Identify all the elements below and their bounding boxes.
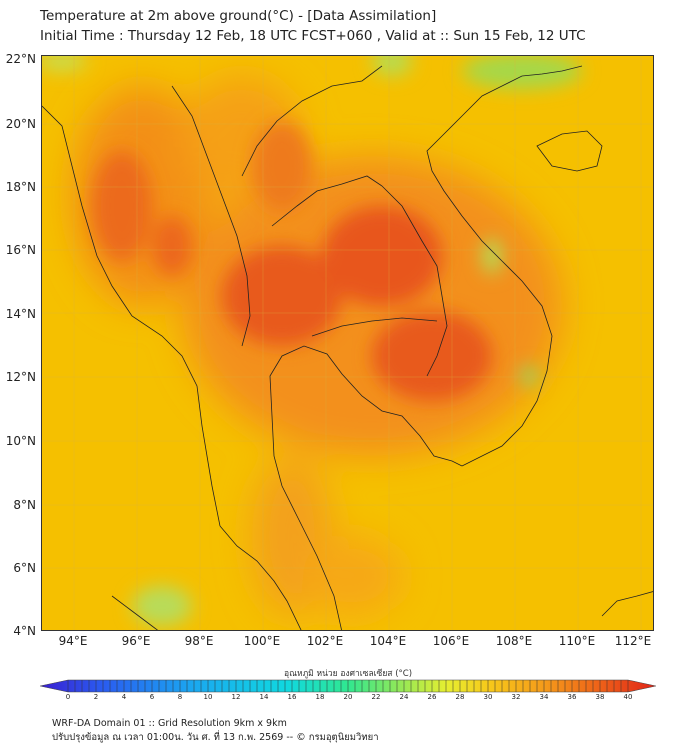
lon-label: 96°E [121, 634, 151, 648]
colorbar-tick-label: 28 [455, 693, 465, 701]
colorbar-tick-label: 10 [203, 693, 213, 701]
colorbar-tick-label: 26 [427, 693, 437, 701]
colorbar: อุณหภูมิ หน่วย องศาเซลเซียส (°C) 0 2 4 6 8 10… [40, 668, 656, 710]
lat-label: 10°N [5, 434, 36, 448]
lat-label: 12°N [5, 370, 36, 384]
lon-label: 102°E [306, 634, 344, 648]
footer-line-1: WRF-DA Domain 01 :: Grid Resolution 9km … [52, 718, 287, 729]
lon-label: 100°E [243, 634, 281, 648]
colorbar-tick-label: 6 [149, 693, 155, 701]
colorbar-tick-label: 22 [371, 693, 381, 701]
colorbar-tick-label: 30 [483, 693, 493, 701]
colorbar-tick-label: 14 [259, 693, 269, 701]
lat-label: 14°N [5, 307, 36, 321]
colorbar-title: อุณหภูมิ หน่วย องศาเซลเซียส (°C) [283, 669, 413, 679]
colorbar-tick-label: 12 [231, 693, 241, 701]
colorbar-tick-label: 0 [65, 693, 71, 701]
lat-label: 6°N [13, 561, 36, 575]
lat-label: 22°N [5, 52, 36, 66]
title-line-1: Temperature at 2m above ground(°C) - [Da… [40, 8, 437, 24]
colorbar-tick-label: 4 [121, 693, 127, 701]
lon-label: 94°E [58, 634, 88, 648]
lon-label: 104°E [369, 634, 407, 648]
lat-label: 18°N [5, 180, 36, 194]
colorbar-ticks [67, 680, 629, 692]
hot-region [92, 121, 492, 401]
colorbar-tick-label: 32 [511, 693, 521, 701]
colorbar-tick-label: 20 [343, 693, 353, 701]
lon-label: 112°E [614, 634, 652, 648]
coastlines-borders [42, 65, 653, 630]
colorbar-tick-label: 24 [399, 693, 409, 701]
temperature-map [41, 55, 654, 631]
lon-label: 110°E [558, 634, 596, 648]
lon-label: 98°E [184, 634, 214, 648]
footer-line-2: ปรับปรุงข้อมูล ณ เวลา 01:00น. วัน ศ. ที่… [52, 732, 379, 743]
colorbar-tick-label: 38 [595, 693, 605, 701]
lat-label: 4°N [13, 624, 36, 638]
colorbar-tick-label: 34 [539, 693, 549, 701]
colorbar-bar [40, 679, 656, 693]
lat-label: 8°N [13, 498, 36, 512]
lon-label: 106°E [432, 634, 470, 648]
cool-region [42, 56, 582, 626]
chart-title: Temperature at 2m above ground(°C) - [Da… [40, 6, 586, 46]
colorbar-tick-label: 2 [93, 693, 99, 701]
colorbar-tick-label: 36 [567, 693, 577, 701]
graticule [42, 56, 653, 630]
temperature-map-canvas [42, 56, 653, 630]
title-line-2: Initial Time : Thursday 12 Feb, 18 UTC F… [40, 28, 586, 44]
colorbar-tick-label: 16 [287, 693, 297, 701]
lat-label: 16°N [5, 243, 36, 257]
lat-label: 20°N [5, 117, 36, 131]
colorbar-tick-label: 18 [315, 693, 325, 701]
colorbar-tick-label: 40 [623, 693, 633, 701]
lon-label: 108°E [495, 634, 533, 648]
colorbar-tick-label: 8 [177, 693, 183, 701]
